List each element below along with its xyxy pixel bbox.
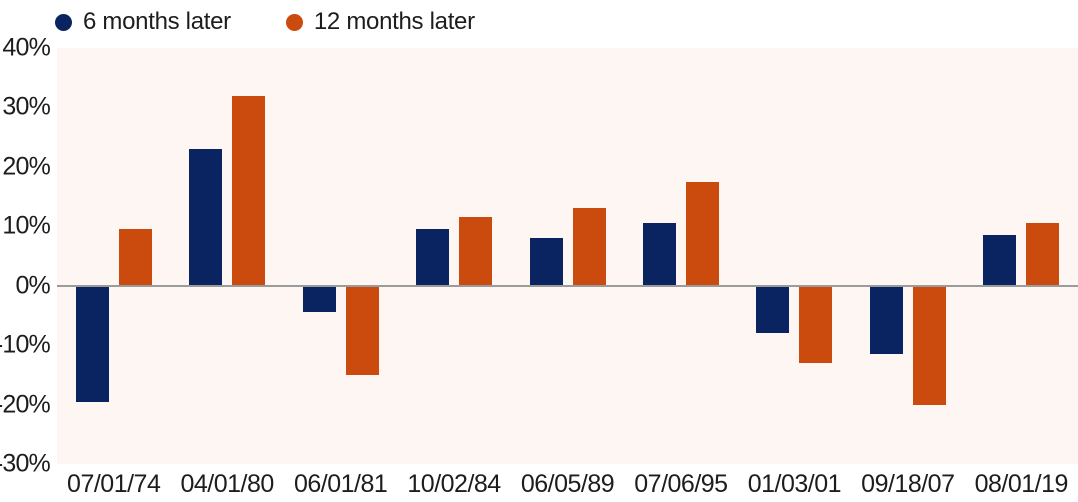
bar-12-months-04-01-80 [232, 95, 266, 286]
bar-12-months-08-01-19 [1026, 223, 1060, 286]
bar-12-months-06-05-89 [572, 208, 606, 286]
legend-label: 12 months later [313, 8, 475, 35]
bar-12-months-06-01-81 [345, 285, 379, 375]
y-tick-label: 0% [15, 271, 50, 300]
legend-item-12-months: 12 months later [285, 8, 475, 36]
x-tick-label: 06/05/89 [520, 470, 615, 498]
bar-12-months-01-03-01 [799, 285, 833, 363]
plot-area [57, 48, 1078, 464]
bar-12-months-07-01-74 [118, 229, 152, 286]
legend-label: 6 months later [83, 8, 231, 35]
bar-6-months-01-03-01 [756, 285, 790, 334]
bar-6-months-06-05-89 [529, 238, 563, 286]
y-tick-label: -10% [0, 330, 51, 359]
bar-6-months-06-01-81 [302, 285, 336, 313]
bar-6-months-10-02-84 [416, 229, 450, 286]
x-axis: 07/01/74 04/01/80 06/01/81 10/02/84 06/05/89… [57, 468, 1078, 502]
y-tick-label: -20% [0, 390, 51, 419]
y-tick-label: 10% [2, 211, 50, 240]
y-tick-label: 20% [2, 152, 50, 181]
x-tick-label: 10/02/84 [407, 470, 501, 498]
x-tick-label: 08/01/19 [974, 470, 1069, 498]
x-tick-label: 06/01/81 [293, 470, 388, 498]
zero-axis-line [57, 284, 1078, 287]
y-tick-label: -30% [0, 449, 51, 478]
x-tick-label: 07/01/74 [67, 470, 161, 498]
x-tick-label: 09/18/07 [861, 470, 955, 498]
x-tick-label: 04/01/80 [180, 470, 274, 498]
legend: 6 months later 12 months later [55, 8, 475, 36]
bar-6-months-09-18-07 [869, 285, 903, 355]
x-tick-label: 01/03/01 [747, 470, 842, 498]
bar-12-months-09-18-07 [912, 285, 946, 405]
bar-6-months-07-01-74 [75, 285, 109, 402]
bar-6-months-07-06-95 [642, 223, 676, 286]
y-tick-label: 30% [2, 92, 50, 121]
legend-dot-icon [55, 13, 72, 31]
legend-item-6-months: 6 months later [55, 8, 231, 36]
x-tick-label: 07/06/95 [634, 470, 728, 498]
bar-12-months-07-06-95 [685, 181, 719, 286]
bar-12-months-10-02-84 [459, 217, 493, 286]
y-axis: 40% 30% 20% 10% 0% -10% -20% -30% [0, 34, 51, 478]
bar-6-months-08-01-19 [983, 235, 1017, 286]
bar-6-months-04-01-80 [189, 149, 223, 286]
legend-dot-icon [285, 13, 303, 31]
y-tick-label: 40% [2, 33, 50, 62]
